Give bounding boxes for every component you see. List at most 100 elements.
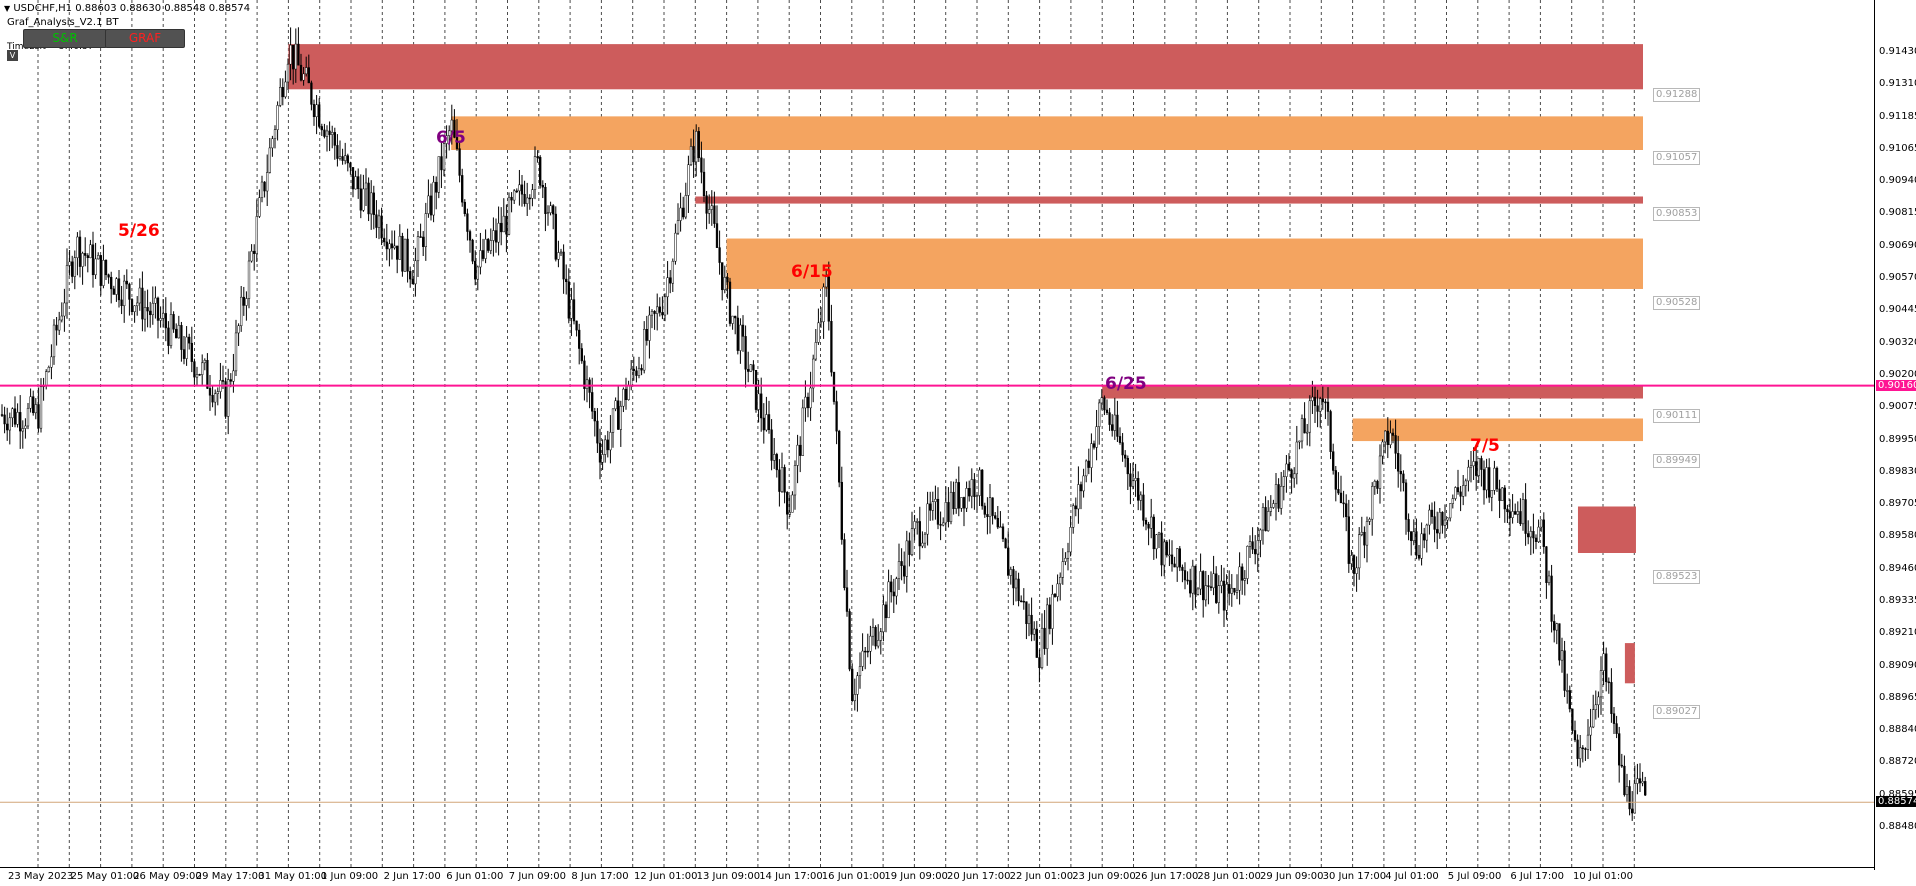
candle (154, 286, 157, 319)
candle (700, 141, 703, 184)
candle (684, 182, 687, 220)
candle (531, 183, 534, 207)
candle (830, 304, 833, 377)
level-tag: 0.90528 (1653, 296, 1701, 310)
candle (37, 387, 40, 433)
candle (39, 378, 43, 433)
candle (635, 366, 638, 383)
candle (1415, 518, 1418, 560)
candle (713, 191, 716, 228)
candle (1053, 592, 1057, 598)
candle (1633, 765, 1636, 814)
candle (661, 296, 664, 320)
candle (806, 392, 810, 418)
candle (853, 678, 856, 711)
chart-area[interactable]: ▼ USDCHF,H1 0.88603 0.88630 0.88548 0.88… (0, 0, 1874, 870)
candle (611, 408, 615, 448)
candle (1467, 459, 1470, 492)
candle (931, 491, 934, 521)
candle (1597, 691, 1600, 718)
candle (622, 387, 625, 413)
candle (749, 364, 752, 373)
candle (1607, 677, 1610, 694)
demand-zone (451, 116, 1643, 150)
time-tick: 23 May 2023 (8, 871, 74, 882)
time-tick: 2 Jun 17:00 (383, 871, 441, 882)
candle (1360, 516, 1363, 537)
candle (1121, 433, 1124, 462)
candle (338, 140, 342, 161)
time-tick: 22 Jun 01:00 (1009, 871, 1074, 882)
candle (1069, 515, 1072, 557)
candle (450, 104, 453, 145)
candle (208, 375, 212, 411)
candle (474, 250, 477, 286)
candle (1636, 763, 1639, 795)
candle (1592, 694, 1595, 729)
candle (692, 129, 695, 178)
time-tick: 23 Jun 09:00 (1072, 871, 1136, 882)
dropdown-triangle-icon[interactable]: ▼ (4, 4, 11, 13)
candle (539, 155, 542, 189)
candle (403, 238, 407, 272)
candle (141, 271, 144, 332)
candle (1443, 504, 1447, 539)
candle (705, 190, 708, 230)
candle (414, 247, 417, 297)
candle (562, 244, 565, 294)
candle (315, 95, 318, 135)
time-axis[interactable]: 23 May 2023 25 May 01:00 26 May 09:00 29 Ma… (0, 867, 1874, 886)
candle (1477, 457, 1480, 483)
candle (341, 148, 344, 165)
candle (479, 232, 482, 275)
candle (554, 206, 557, 262)
price-chart[interactable] (0, 0, 1874, 870)
candle (1618, 726, 1621, 783)
candle (1030, 597, 1033, 642)
graf-button[interactable]: GRAF (105, 29, 185, 48)
candle (918, 506, 921, 560)
candle (1508, 499, 1512, 536)
candle (388, 239, 391, 267)
candle (346, 153, 349, 172)
candle (1100, 389, 1103, 410)
candle (476, 265, 479, 291)
sr-button[interactable]: S&R (23, 29, 107, 48)
candle (650, 309, 654, 329)
candle (973, 473, 976, 510)
candle (0, 404, 4, 418)
candle (1407, 513, 1410, 541)
candle (1540, 519, 1543, 532)
time-tick: 7 Jun 09:00 (508, 871, 566, 882)
candle (1298, 440, 1301, 450)
candle (1462, 474, 1465, 506)
v-button[interactable]: V (7, 50, 18, 61)
candle (422, 231, 425, 257)
candle (567, 268, 570, 324)
candle (773, 437, 776, 469)
candle (1534, 534, 1538, 550)
candle (143, 290, 147, 332)
candle (1103, 395, 1106, 416)
candle (1095, 409, 1098, 461)
candle (687, 155, 690, 213)
candle (375, 200, 378, 239)
candle (596, 408, 599, 453)
candle (721, 262, 724, 301)
candle (372, 185, 375, 230)
candle (432, 175, 435, 223)
candle (1204, 570, 1207, 607)
candle (1397, 435, 1400, 488)
time-tick: 13 Jun 09:00 (696, 871, 761, 882)
candle (1113, 397, 1116, 440)
demand-zone (1352, 418, 1643, 442)
candle (575, 320, 578, 337)
candle (1293, 467, 1296, 488)
candle (708, 194, 711, 224)
candle (1319, 396, 1322, 428)
candle (211, 385, 214, 408)
candle (1425, 523, 1428, 553)
candle (1220, 564, 1223, 594)
candle (1196, 587, 1200, 596)
